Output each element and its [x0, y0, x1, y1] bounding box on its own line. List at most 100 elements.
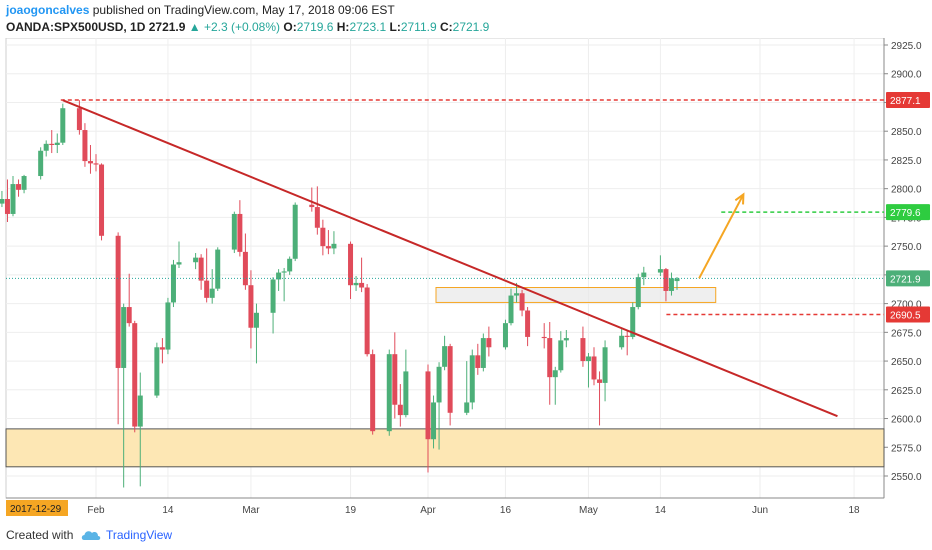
published-text: published on TradingView.com, May 17, 20… — [92, 3, 395, 17]
candle-down — [320, 227, 326, 247]
candle-down — [204, 280, 210, 298]
plot-area — [5, 38, 885, 499]
candle-down — [447, 346, 453, 413]
x-tick-label: 14 — [162, 505, 174, 516]
x-tick-label: 18 — [849, 505, 861, 516]
candle-down — [525, 310, 531, 337]
candle-down — [425, 371, 431, 440]
support-price-badge — [886, 306, 930, 323]
candle-down — [159, 347, 165, 350]
candle-up — [657, 269, 663, 273]
candle-up — [602, 347, 608, 383]
y-tick-label: 2800.0 — [891, 185, 922, 196]
candle-down — [486, 338, 492, 348]
y-tick-label: 2625.0 — [891, 386, 922, 397]
y-tick-label: 2825.0 — [891, 156, 922, 167]
candle-up — [464, 402, 470, 413]
tradingview-brand[interactable]: TradingView — [106, 528, 173, 542]
candle-down — [348, 243, 354, 286]
x-tick-label: May — [579, 505, 598, 516]
breakout-box — [435, 287, 717, 303]
author-link[interactable]: joaogoncalves — [6, 3, 90, 17]
candle-up — [436, 366, 442, 403]
candle-up — [585, 356, 591, 362]
candle-up — [563, 338, 569, 341]
y-tick-label: 2900.0 — [891, 70, 922, 81]
candle-down — [4, 199, 10, 214]
candle-down — [475, 355, 481, 368]
candle-up — [353, 282, 359, 286]
candle-up — [253, 312, 259, 328]
start-date-badge-text: 2017-12-29 — [10, 504, 62, 515]
candle-down — [115, 235, 121, 368]
candle-up — [403, 371, 409, 416]
candle-up — [442, 346, 448, 367]
created-with-text: Created with — [6, 528, 74, 542]
candle-down — [580, 338, 586, 362]
price-chart[interactable]: 2550.0 2575.0 2600.0 2625.0 2650.0 2675.0 2700… — [0, 38, 932, 520]
y-tick-label: 2925.0 — [891, 41, 922, 52]
candle-up — [10, 184, 16, 214]
x-tick-label: Jun — [752, 505, 768, 516]
price-change: ▲ +2.3 (+0.08%) — [188, 20, 281, 34]
low-label: L: — [389, 20, 401, 34]
candle-down — [126, 307, 132, 324]
candle-down — [16, 184, 22, 190]
last-price-badge — [886, 270, 930, 287]
candle-down — [370, 354, 376, 432]
candle-down — [597, 379, 603, 383]
candle-down — [364, 287, 370, 355]
support-zone — [5, 428, 885, 468]
candle-up — [431, 402, 437, 440]
candle-down — [392, 354, 398, 405]
candle-down — [198, 257, 204, 281]
candle-up — [209, 288, 215, 298]
candle-up — [480, 338, 486, 368]
y-tick-label: 2850.0 — [891, 127, 922, 138]
candle-up — [635, 277, 641, 308]
candle-up — [292, 204, 298, 259]
candle-up — [0, 199, 5, 204]
candle-up — [514, 293, 520, 296]
y-tick-label: 2750.0 — [891, 242, 922, 253]
candle-up — [469, 355, 475, 403]
candle-up — [276, 272, 282, 280]
candle-up — [54, 142, 60, 145]
candle-down — [76, 108, 82, 131]
candle-up — [331, 243, 337, 249]
candle-up — [21, 176, 27, 190]
close-value: 2721.9 — [452, 20, 490, 34]
candle-up — [165, 302, 171, 350]
open-label: O: — [283, 20, 297, 34]
open-value: 2719.6 — [296, 20, 334, 34]
candle-up — [558, 340, 564, 371]
candle-up — [170, 264, 176, 303]
candle-down — [541, 336, 547, 339]
x-tick-label: Mar — [242, 505, 260, 516]
candle-up — [386, 354, 392, 432]
x-tick-label: 16 — [500, 505, 512, 516]
candle-down — [49, 143, 55, 145]
candle-up — [270, 279, 276, 313]
candle-down — [99, 164, 105, 236]
target-price-badge — [886, 204, 930, 221]
high-label: H: — [336, 20, 350, 34]
candle-down — [237, 213, 243, 252]
candle-up — [43, 143, 49, 151]
symbol-label[interactable]: OANDA:SPX500USD, 1D — [6, 20, 146, 34]
candle-down — [248, 285, 254, 328]
candle-up — [215, 249, 221, 289]
high-value: 2723.1 — [349, 20, 387, 34]
projection-arrow — [698, 193, 745, 279]
candle-up — [502, 323, 508, 348]
candle-up — [154, 347, 160, 396]
candle-up — [193, 257, 199, 263]
x-tick-label: Apr — [420, 505, 436, 516]
candle-down — [624, 335, 630, 337]
target-price-badge-text: 2779.6 — [890, 208, 921, 219]
start-date-badge — [6, 500, 68, 516]
y-tick-label: 2600.0 — [891, 415, 922, 426]
chart-header: joaogoncalves published on TradingView.c… — [0, 0, 932, 40]
resistance-price-badge-text: 2877.1 — [890, 96, 921, 107]
x-tick-label: 14 — [655, 505, 667, 516]
